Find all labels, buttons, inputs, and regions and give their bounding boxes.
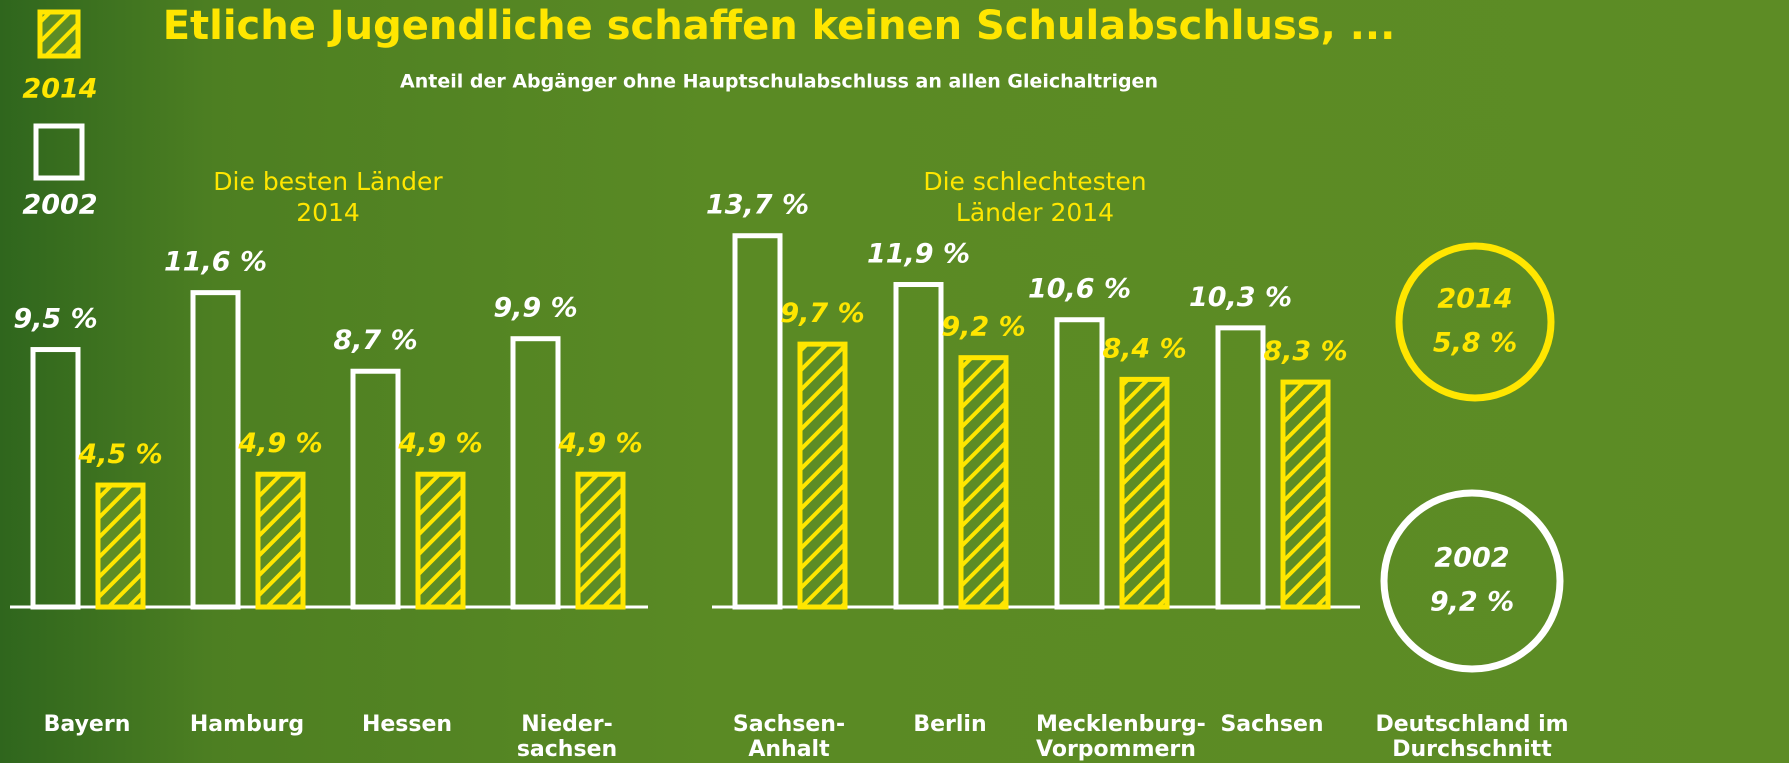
bar [1054, 317, 1105, 610]
x-tick-label: Hamburg [189, 712, 305, 737]
bar [95, 482, 146, 610]
bar [510, 336, 561, 610]
value-label: 9,7 % [780, 298, 864, 329]
value-label: 8,3 % [1263, 336, 1347, 367]
bar [958, 355, 1009, 610]
average-circle [1395, 242, 1555, 402]
bar [575, 471, 626, 610]
value-label: 13,7 % [706, 190, 809, 221]
average-year: 2002 [1434, 543, 1509, 574]
bar [797, 341, 848, 610]
title: Etliche Jugendliche schaffen keinen Schu… [163, 3, 1396, 49]
x-tick-label: Sachsen-Anhalt [732, 712, 846, 762]
bar [1119, 376, 1170, 610]
value-label: 4,9 % [557, 428, 642, 459]
value-label: 4,5 % [77, 439, 162, 470]
legend-label: 2014 [22, 74, 97, 105]
value-label: 4,9 % [237, 428, 322, 459]
bar [190, 290, 241, 610]
average-circle [1380, 489, 1564, 673]
value-label: 11,6 % [164, 247, 267, 278]
bar [30, 347, 81, 610]
x-tick-label: Nieder-sachsen [516, 712, 618, 762]
x-tick-label: Sachsen [1220, 712, 1324, 737]
bar [893, 282, 944, 610]
bar [255, 471, 306, 610]
average-label: Deutschland im Durchschnitt [1375, 712, 1569, 762]
average-value: 5,8 % [1433, 328, 1517, 359]
average-year: 2014 [1437, 284, 1512, 315]
value-label: 8,7 % [333, 325, 417, 356]
x-tick-label: Bayern [43, 712, 131, 737]
value-label: 9,5 % [13, 304, 97, 335]
value-label: 9,2 % [941, 312, 1025, 343]
legend-label: 2002 [22, 190, 97, 221]
chart-title: Die schlechtesten Länder 2014 [923, 167, 1147, 227]
value-label: 10,6 % [1028, 274, 1131, 305]
value-label: 9,9 % [493, 293, 577, 324]
legend-swatch [33, 123, 85, 181]
x-tick-label: Berlin [913, 712, 987, 737]
bar [350, 368, 401, 610]
bar [1215, 325, 1266, 610]
value-label: 11,9 % [867, 239, 970, 270]
bar [1280, 379, 1331, 610]
value-label: 4,9 % [397, 428, 482, 459]
value-label: 10,3 % [1189, 282, 1292, 313]
x-tick-label: Mecklenburg-Vorpommern [1036, 712, 1206, 762]
value-label: 8,4 % [1102, 333, 1186, 364]
average-value: 9,2 % [1430, 587, 1514, 618]
legend-swatch [37, 9, 81, 59]
chart-title: Die besten Länder 2014 [213, 167, 443, 227]
subtitle: Anteil der Abgänger ohne Hauptschulabsch… [400, 71, 1158, 93]
x-tick-label: Hessen [361, 712, 453, 737]
bar [732, 233, 783, 610]
bar [415, 471, 466, 610]
